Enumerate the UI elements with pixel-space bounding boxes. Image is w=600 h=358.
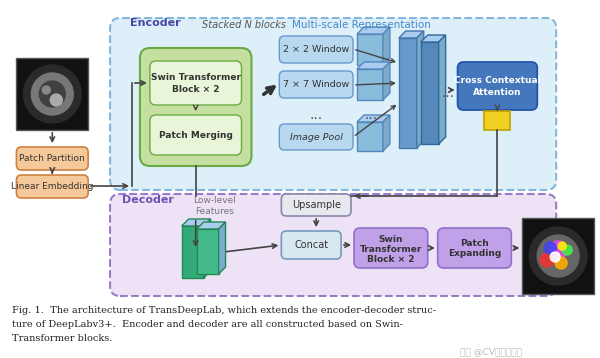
FancyBboxPatch shape [281,231,341,259]
Bar [357,69,383,100]
Polygon shape [399,31,424,38]
Bar [197,229,218,274]
Text: ...: ... [310,108,323,122]
Circle shape [549,241,567,259]
Text: 2 × 2 Window: 2 × 2 Window [283,44,349,53]
Text: Swin Transformer: Swin Transformer [151,73,241,82]
Polygon shape [182,219,211,226]
FancyBboxPatch shape [110,194,556,296]
Circle shape [31,73,73,115]
Text: ...: ... [364,108,377,122]
Bar [399,38,417,148]
Text: Low-level
Features: Low-level Features [193,196,236,216]
Text: Multi-scale Representation: Multi-scale Representation [292,20,430,30]
Circle shape [562,245,572,255]
Circle shape [537,235,579,277]
Bar [357,122,383,151]
Bar [16,58,88,130]
Bar [182,226,203,278]
Polygon shape [218,222,226,274]
Circle shape [43,86,50,94]
Text: Swin: Swin [379,236,403,245]
Text: Block × 2: Block × 2 [367,256,415,265]
Bar [357,34,383,65]
FancyBboxPatch shape [280,124,353,150]
Circle shape [50,94,62,106]
Bar [484,111,511,130]
Bar [421,42,439,144]
Polygon shape [383,62,390,100]
Polygon shape [357,27,390,34]
Text: ...: ... [441,86,454,100]
FancyBboxPatch shape [354,228,428,268]
Text: Encoder: Encoder [130,18,181,28]
Polygon shape [439,35,446,144]
Text: Block × 2: Block × 2 [172,84,220,93]
Text: Image Pool: Image Pool [290,132,343,141]
Text: Transformer blocks.: Transformer blocks. [13,334,113,343]
Polygon shape [383,115,390,151]
Polygon shape [197,222,226,229]
Bar [523,218,594,294]
Text: Patch Merging: Patch Merging [159,131,233,140]
Circle shape [544,242,556,254]
FancyBboxPatch shape [437,228,511,268]
FancyBboxPatch shape [150,61,241,105]
FancyBboxPatch shape [280,36,353,63]
Circle shape [23,65,81,123]
Text: Decoder: Decoder [122,195,174,205]
Text: Transformer: Transformer [359,246,422,255]
Text: Stacked N blocks: Stacked N blocks [202,20,286,30]
Polygon shape [383,27,390,65]
Text: Concat: Concat [294,240,328,250]
FancyBboxPatch shape [150,115,241,155]
FancyBboxPatch shape [458,62,537,110]
FancyBboxPatch shape [140,48,251,166]
FancyBboxPatch shape [281,194,351,216]
Circle shape [558,242,566,250]
Circle shape [540,253,554,267]
Text: Expanding: Expanding [448,250,501,258]
Polygon shape [357,115,390,122]
FancyBboxPatch shape [110,18,556,190]
Text: Linear Embedding: Linear Embedding [11,182,94,190]
Polygon shape [417,31,424,148]
Text: 知乎 @CV计算机视觉: 知乎 @CV计算机视觉 [460,348,521,357]
FancyBboxPatch shape [16,175,88,198]
Circle shape [555,257,567,269]
Text: ture of DeepLabv3+.  Encoder and decoder are all constructed based on Swin-: ture of DeepLabv3+. Encoder and decoder … [13,320,403,329]
Text: Upsample: Upsample [292,200,341,210]
Circle shape [529,227,587,285]
Circle shape [550,252,560,262]
FancyBboxPatch shape [16,147,88,170]
Text: Attention: Attention [473,87,521,97]
Text: Fig. 1.  The architecture of TransDeepLab, which extends the encoder-decoder str: Fig. 1. The architecture of TransDeepLab… [13,306,436,315]
Text: 7 × 7 Window: 7 × 7 Window [283,79,349,88]
Text: Patch Partition: Patch Partition [19,154,85,163]
Polygon shape [357,62,390,69]
Polygon shape [421,35,446,42]
FancyBboxPatch shape [280,71,353,98]
Text: Cross Contextual: Cross Contextual [454,76,541,84]
Circle shape [40,81,65,107]
Text: Patch: Patch [460,238,489,247]
Polygon shape [203,219,211,278]
